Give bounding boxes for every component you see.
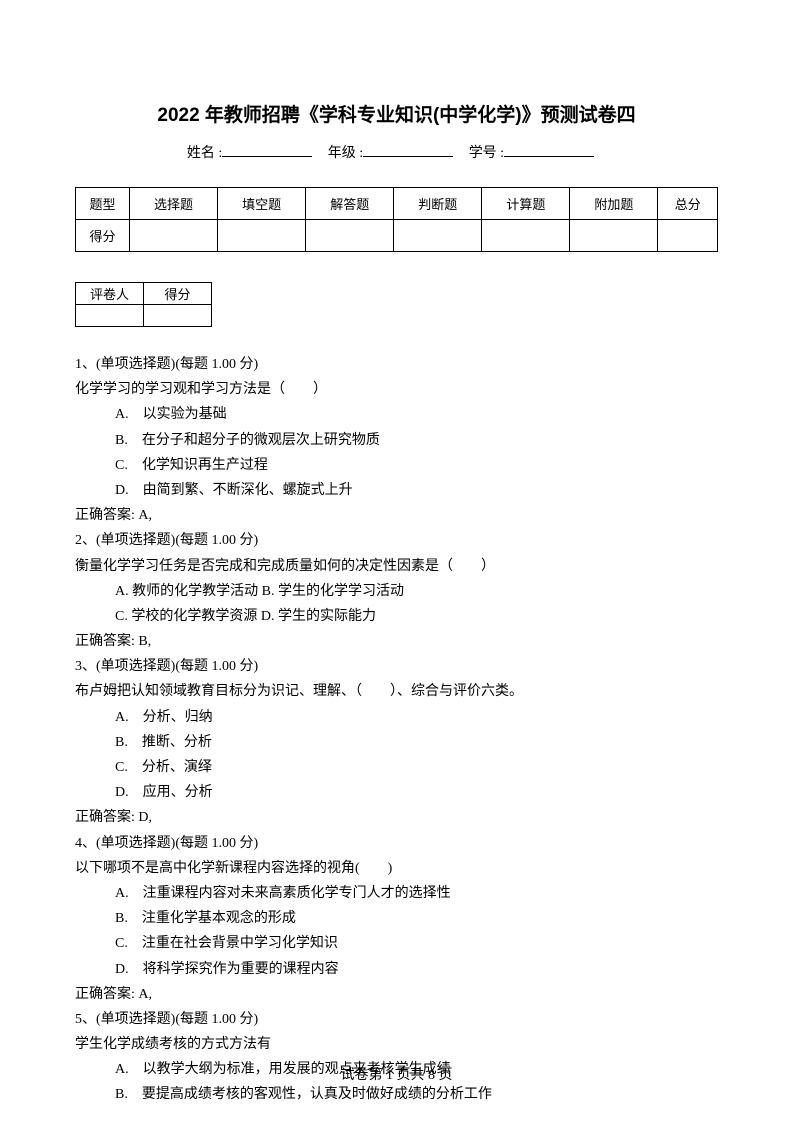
cell <box>482 220 570 252</box>
cell <box>570 220 658 252</box>
grade-label: 年级 : <box>328 146 363 161</box>
cell: 题型 <box>76 188 130 220</box>
answer: 正确答案: A, <box>75 982 718 1007</box>
option: A. 教师的化学教学活动 B. 学生的化学学习活动 <box>115 579 718 604</box>
table-row: 得分 <box>76 220 718 252</box>
cell: 解答题 <box>306 188 394 220</box>
question-stem: 以下哪项不是高中化学新课程内容选择的视角( ) <box>75 856 718 881</box>
student-info-line: 姓名 : 年级 : 学号 : <box>75 142 718 162</box>
cell: 得分 <box>144 283 212 305</box>
table-row: 评卷人 得分 <box>76 283 212 305</box>
cell: 判断题 <box>394 188 482 220</box>
option: A. 以实验为基础 <box>115 402 718 427</box>
question-number: 1、(单项选择题)(每题 1.00 分) <box>75 352 718 377</box>
cell: 评卷人 <box>76 283 144 305</box>
cell <box>130 220 218 252</box>
question-number: 5、(单项选择题)(每题 1.00 分) <box>75 1007 718 1032</box>
cell <box>144 305 212 327</box>
name-label: 姓名 : <box>187 146 222 161</box>
cell: 填空题 <box>218 188 306 220</box>
option: D. 将科学探究作为重要的课程内容 <box>115 957 718 982</box>
page-footer: 试卷第 1 页共 8 页 <box>0 1064 793 1084</box>
option: A. 注重课程内容对未来高素质化学专门人才的选择性 <box>115 881 718 906</box>
answer: 正确答案: B, <box>75 629 718 654</box>
cell: 总分 <box>658 188 718 220</box>
cell <box>394 220 482 252</box>
cell: 选择题 <box>130 188 218 220</box>
cell: 附加题 <box>570 188 658 220</box>
question-stem: 布卢姆把认知领域教育目标分为识记、理解、（ ）、综合与评价六类。 <box>75 679 718 704</box>
option: C. 化学知识再生产过程 <box>115 453 718 478</box>
option: B. 要提高成绩考核的客观性，认真及时做好成绩的分析工作 <box>115 1082 718 1107</box>
grade-blank <box>363 156 453 157</box>
question-number: 3、(单项选择题)(每题 1.00 分) <box>75 654 718 679</box>
option: B. 推断、分析 <box>115 730 718 755</box>
cell <box>306 220 394 252</box>
option: D. 应用、分析 <box>115 780 718 805</box>
question-number: 2、(单项选择题)(每题 1.00 分) <box>75 528 718 553</box>
answer: 正确答案: D, <box>75 805 718 830</box>
cell: 得分 <box>76 220 130 252</box>
option: D. 由简到繁、不断深化、螺旋式上升 <box>115 478 718 503</box>
score-table: 题型 选择题 填空题 解答题 判断题 计算题 附加题 总分 得分 <box>75 187 718 252</box>
option: C. 分析、演绎 <box>115 755 718 780</box>
question-stem: 学生化学成绩考核的方式方法有 <box>75 1032 718 1057</box>
option: C. 学校的化学教学资源 D. 学生的实际能力 <box>115 604 718 629</box>
page-title: 2022 年教师招聘《学科专业知识(中学化学)》预测试卷四 <box>75 100 718 127</box>
cell <box>218 220 306 252</box>
option: B. 注重化学基本观念的形成 <box>115 906 718 931</box>
option: B. 在分子和超分子的微观层次上研究物质 <box>115 428 718 453</box>
cell: 计算题 <box>482 188 570 220</box>
answer: 正确答案: A, <box>75 503 718 528</box>
table-row <box>76 305 212 327</box>
question-stem: 衡量化学学习任务是否完成和完成质量如何的决定性因素是（ ） <box>75 554 718 579</box>
option: A. 分析、归纳 <box>115 705 718 730</box>
table-row: 题型 选择题 填空题 解答题 判断题 计算题 附加题 总分 <box>76 188 718 220</box>
cell <box>76 305 144 327</box>
questions-content: 1、(单项选择题)(每题 1.00 分) 化学学习的学习观和学习方法是（ ） A… <box>75 352 718 1108</box>
question-stem: 化学学习的学习观和学习方法是（ ） <box>75 377 718 402</box>
id-blank <box>504 156 594 157</box>
grader-table: 评卷人 得分 <box>75 282 212 327</box>
question-number: 4、(单项选择题)(每题 1.00 分) <box>75 831 718 856</box>
name-blank <box>222 156 312 157</box>
option: C. 注重在社会背景中学习化学知识 <box>115 931 718 956</box>
cell <box>658 220 718 252</box>
id-label: 学号 : <box>469 146 504 161</box>
